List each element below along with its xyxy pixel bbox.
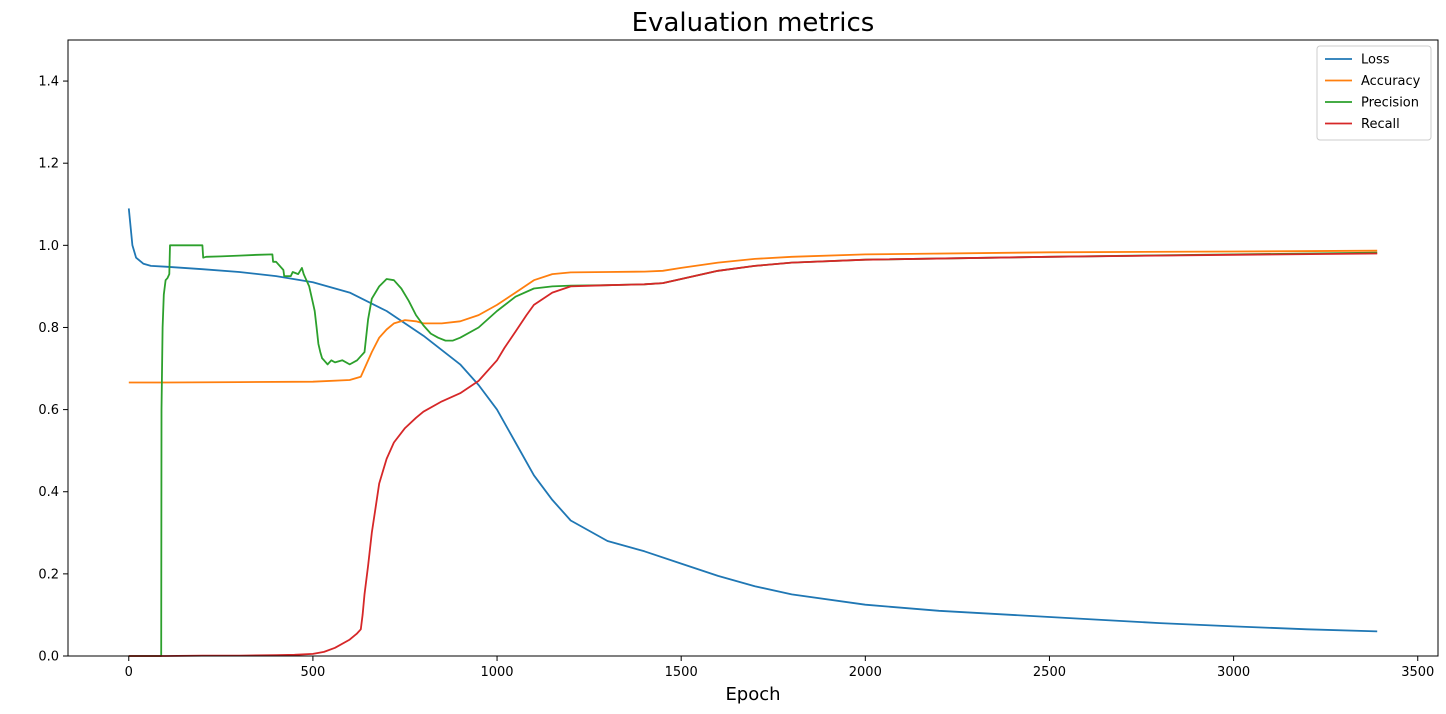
x-tick-label: 500 <box>300 665 325 680</box>
legend-label-precision: Precision <box>1361 96 1419 111</box>
chart-title: Evaluation metrics <box>632 8 875 38</box>
x-tick-label: 1000 <box>480 665 513 680</box>
legend-box <box>1316 45 1432 141</box>
plot-lines <box>127 208 1378 657</box>
x-tick-label: 1500 <box>665 665 698 680</box>
series-line-accuracy <box>128 249 1378 384</box>
legend-label-loss: Loss <box>1361 53 1390 68</box>
series-line-loss <box>127 208 1378 633</box>
x-tick-label: 2500 <box>1033 665 1066 680</box>
y-tick-label: 0.8 <box>38 321 59 336</box>
y-tick-label: 1.4 <box>38 75 59 90</box>
y-tick-label: 1.2 <box>38 157 59 172</box>
x-tick-label: 3000 <box>1217 665 1250 680</box>
legend-label-accuracy: Accuracy <box>1361 74 1421 89</box>
plot-frame <box>67 39 1439 657</box>
y-tick-label: 1.0 <box>38 239 59 254</box>
x-tick-label: 0 <box>125 665 133 680</box>
y-tick-label: 0.4 <box>38 485 59 500</box>
legend: Loss Accuracy Precision Recall <box>1316 45 1432 141</box>
y-tick-label: 0.2 <box>38 567 59 582</box>
y-axis-ticks: 0.0 0.2 0.4 0.6 0.8 1.0 1.2 1.4 <box>38 75 68 665</box>
x-axis-ticks: 0 500 1000 1500 2000 2500 3000 3500 <box>125 656 1434 680</box>
y-tick-label: 0.6 <box>38 403 59 418</box>
series-line-precision <box>128 244 1378 657</box>
x-axis-label: Epoch <box>725 684 780 705</box>
series-line-recall <box>128 252 1378 657</box>
y-tick-label: 0.0 <box>38 650 59 665</box>
x-tick-label: 3500 <box>1401 665 1434 680</box>
legend-label-recall: Recall <box>1361 117 1400 132</box>
x-tick-label: 2000 <box>849 665 882 680</box>
